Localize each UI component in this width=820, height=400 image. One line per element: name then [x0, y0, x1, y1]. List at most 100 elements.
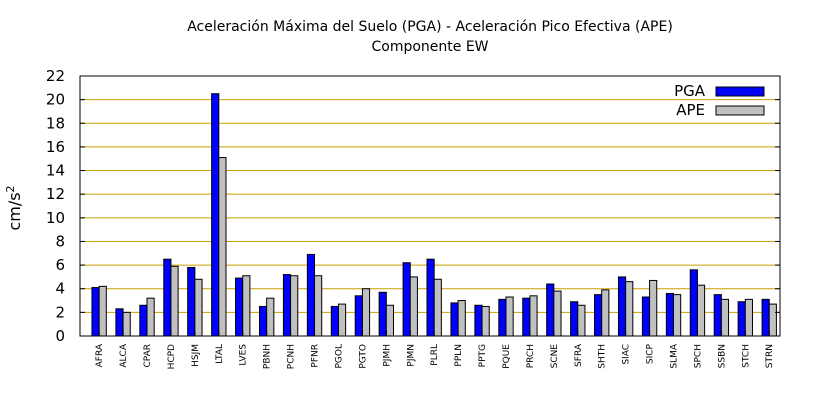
bar-pga-pcnh [282, 274, 292, 337]
x-tick-label: PRCH [526, 344, 536, 368]
x-tick-label: LTAL [215, 344, 225, 364]
bar-pga-plrl [426, 258, 435, 337]
bar-pga-pbnh [258, 305, 268, 337]
bar-pga-pjmh [378, 291, 387, 337]
x-tick-label: HCPD [167, 344, 177, 369]
x-tick-label: LVES [239, 344, 249, 366]
bar-pga-pptg [474, 304, 483, 337]
bar-ape-afra [98, 285, 107, 337]
x-tick-label: STCH [741, 344, 751, 368]
x-tick-label: SLMA [670, 343, 680, 368]
bar-ape-ppln [457, 300, 466, 337]
x-tick-label: SPCH [693, 344, 703, 368]
bar-pga-sfra [570, 301, 579, 337]
y-tick-label: 18 [46, 114, 65, 132]
bar-pga-spch [689, 269, 698, 337]
bar-pga-ssbn [713, 294, 722, 337]
bar-pga-hcpd [163, 258, 172, 337]
x-tick-label: PCNH [287, 344, 297, 369]
y-tick-label: 20 [46, 91, 65, 109]
bar-ape-scne [553, 290, 562, 337]
bars [91, 93, 777, 337]
bar-ape-prch [529, 295, 538, 337]
bar-ape-hsjm [194, 278, 203, 337]
bar-ape-pfnr [314, 275, 323, 337]
y-tick-label: 10 [46, 209, 65, 227]
bar-pga-pgto [354, 295, 363, 337]
bar-pga-alca [115, 308, 124, 337]
x-tick-label: PGOL [334, 344, 344, 369]
x-tick-label: SSBN [717, 344, 727, 368]
bar-pga-stch [737, 301, 746, 337]
x-tick-label: PBNH [263, 344, 273, 369]
bar-ape-siac [625, 281, 634, 337]
bar-pga-siac [617, 276, 627, 337]
x-tick-label: PLRL [430, 344, 440, 366]
bar-ape-pque [505, 296, 514, 337]
bar-pga-strn [761, 298, 770, 337]
x-tick-label: PFNR [311, 344, 321, 368]
y-tick-label: 4 [55, 280, 65, 298]
bar-ape-pptg [481, 305, 490, 337]
x-tick-label: SHTH [598, 344, 608, 369]
y-tick-label: 14 [46, 162, 65, 180]
bar-ape-sicp [649, 279, 658, 337]
bar-ape-plrl [433, 278, 442, 337]
x-tick-label: PGTO [358, 344, 368, 369]
bar-pga-shth [594, 294, 603, 337]
x-tick-label: CPAR [143, 344, 153, 368]
y-tick-label: 22 [46, 67, 65, 85]
bar-ape-pgol [337, 303, 347, 337]
bar-pga-pque [498, 298, 507, 337]
plot-frame [79, 75, 781, 337]
bar-ape-pjmh [385, 304, 395, 337]
bar-ape-stch [744, 298, 753, 337]
bar-ape-ssbn [720, 298, 730, 337]
y-tick-label: 0 [55, 327, 65, 345]
y-tick-label: 2 [55, 303, 65, 321]
bar-pga-hsjm [187, 266, 196, 337]
bar-ape-spch [696, 284, 706, 337]
bar-ape-cpar [146, 297, 155, 337]
bar-ape-pcnh [290, 275, 299, 337]
bar-pga-sicp [641, 296, 651, 337]
bar-pga-pgol [330, 305, 339, 337]
bar-ape-hcpd [170, 265, 179, 337]
x-tick-label: PJMN [406, 344, 416, 367]
x-tick-label: AFRA [95, 343, 105, 367]
y-tick-label: 6 [55, 256, 65, 274]
bar-pga-lves [235, 277, 244, 337]
legend-label-pga: PGA [674, 82, 706, 100]
x-tick-label: SFRA [574, 343, 584, 367]
bar-ape-sfra [577, 304, 586, 337]
x-tick-label: SIAC [622, 344, 632, 365]
bar-pga-ppln [450, 302, 459, 337]
bar-pga-pfnr [306, 253, 316, 337]
x-tick-label: PPLN [454, 344, 464, 367]
x-axis-ticks: AFRA ALCA CPAR HCPD HSJM LTAL LVES PBNH PCNH PFNR… [95, 331, 775, 369]
bar-pga-pjmn [402, 262, 411, 337]
x-tick-label: SICP [646, 343, 656, 364]
y-axis-ticks: 0 2 4 6 8 10 12 14 16 18 20 22 [46, 67, 780, 345]
chart-title-line2: Componente EW [371, 39, 488, 55]
x-tick-label: SCNE [550, 344, 560, 369]
bar-pga-afra [91, 287, 100, 337]
bar-ape-pbnh [266, 297, 275, 337]
bar-ape-shth [601, 289, 610, 337]
legend-swatch-pga [715, 86, 765, 97]
bar-ape-slma [673, 294, 682, 337]
y-tick-label: 16 [46, 138, 65, 156]
bar-ape-lves [242, 275, 251, 337]
bar-pga-cpar [139, 304, 148, 337]
legend: PGA APE [674, 82, 765, 119]
x-tick-label: PQUE [502, 344, 512, 369]
bar-ape-pjmn [409, 276, 418, 337]
bar-ape-strn [768, 303, 777, 337]
x-tick-label: HSJM [191, 344, 201, 367]
bar-pga-ltal [211, 93, 220, 337]
y-axis-label: cm/s2 [4, 185, 24, 230]
bar-pga-prch [522, 297, 531, 337]
y-axis-label-unit: cm/s [5, 192, 24, 230]
bar-pga-slma [665, 292, 675, 337]
